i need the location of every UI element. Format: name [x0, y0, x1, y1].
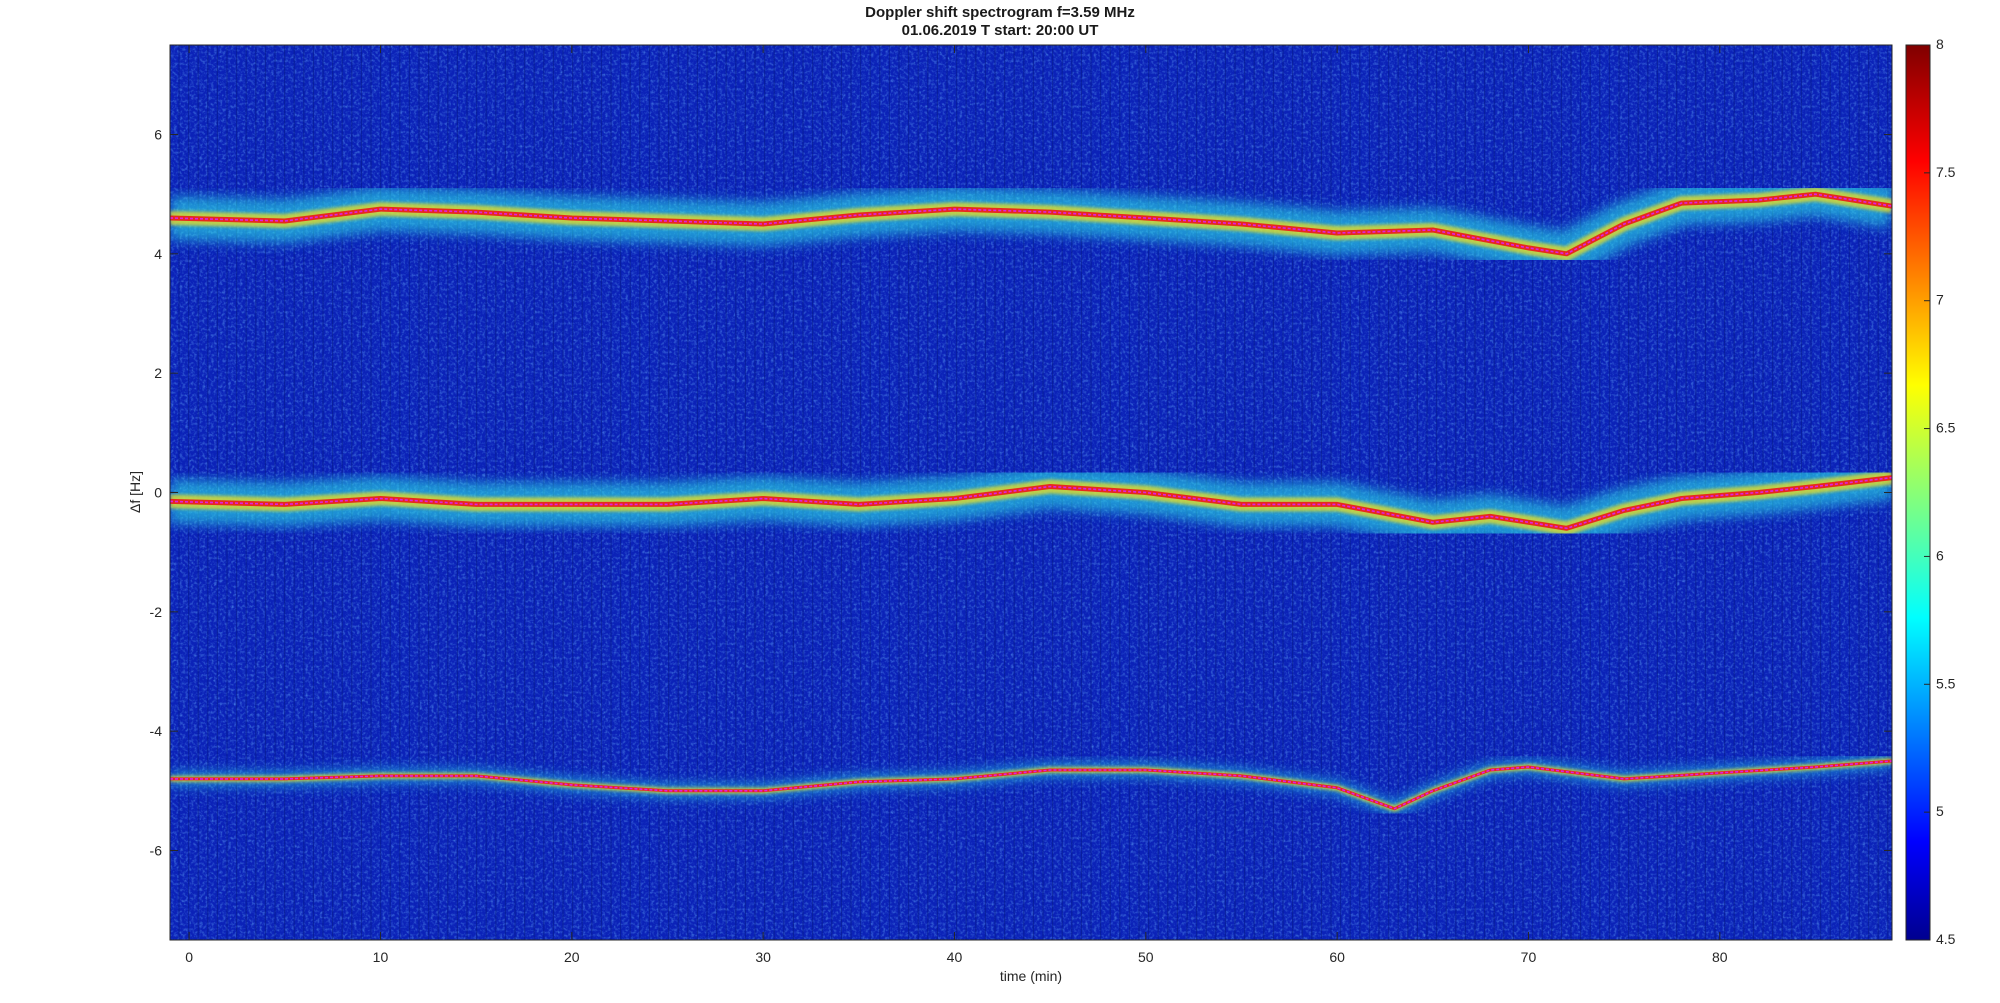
y-tick-label: 2 [154, 365, 162, 381]
y-axis-ticks: -6 -4 -2 0 2 4 6 [150, 127, 1892, 859]
y-tick-label: 6 [154, 127, 162, 143]
colorbar: 4.5 5 5.5 6 6.5 7 7.5 8 [1905, 36, 1956, 947]
x-axis-label: time (min) [1000, 968, 1062, 984]
y-tick-label: -2 [150, 604, 163, 620]
x-tick-label: 80 [1712, 949, 1728, 965]
x-tick-label: 30 [755, 949, 771, 965]
x-tick-label: 60 [1329, 949, 1345, 965]
y-tick-label: 4 [154, 246, 162, 262]
chart-subtitle: 01.06.2019 T start: 20:00 UT [901, 22, 1099, 39]
colorbar-ticks: 4.5 5 5.5 6 6.5 7 7.5 8 [1924, 36, 1956, 947]
x-tick-label: 0 [185, 949, 193, 965]
colorbar-tick-label: 4.5 [1936, 931, 1956, 947]
colorbar-tick-label: 5 [1936, 803, 1944, 819]
x-axis-ticks: 0 10 20 30 40 50 60 70 80 [185, 45, 1728, 965]
colorbar-tick-label: 8 [1936, 36, 1944, 52]
y-tick-label: -4 [150, 723, 163, 739]
y-axis-label: Δf [Hz] [127, 471, 143, 513]
x-tick-label: 50 [1138, 949, 1154, 965]
doppler-traces [170, 191, 1892, 811]
y-tick-label: -6 [150, 843, 163, 859]
x-tick-label: 20 [564, 949, 580, 965]
colorbar-tick-label: 6.5 [1936, 420, 1956, 436]
colorbar-tick-label: 7 [1936, 292, 1944, 308]
trace-middle [170, 476, 1892, 530]
x-tick-label: 70 [1521, 949, 1537, 965]
x-tick-label: 10 [373, 949, 389, 965]
colorbar-tick-label: 6 [1936, 547, 1944, 563]
trace-upper [170, 193, 1892, 255]
colorbar-gradient [1905, 44, 1931, 941]
colorbar-tick-label: 7.5 [1936, 164, 1956, 180]
colorbar-tick-label: 5.5 [1936, 675, 1956, 691]
spectrogram-plot-area [169, 44, 1893, 941]
chart-title: Doppler shift spectrogram f=3.59 MHz [865, 4, 1135, 21]
trace-lower [170, 760, 1892, 810]
y-tick-label: 0 [154, 485, 162, 501]
x-tick-label: 40 [947, 949, 963, 965]
